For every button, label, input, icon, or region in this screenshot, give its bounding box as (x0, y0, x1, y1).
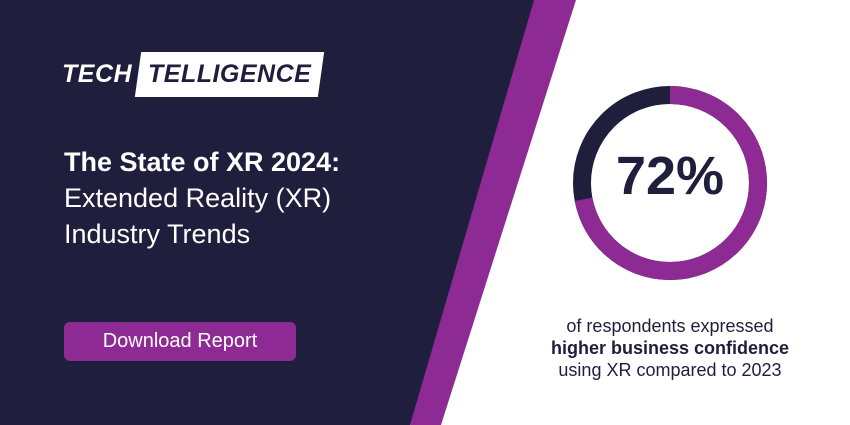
purple-diagonal-stripe (410, 0, 576, 425)
donut-progress-arc (573, 86, 767, 280)
logo-text-tech: TECH (62, 60, 133, 88)
caption-line-3: using XR compared to 2023 (558, 360, 782, 380)
title-line-1: The State of XR 2024: (64, 147, 341, 177)
download-report-button[interactable]: Download Report (64, 322, 296, 361)
title-line-3: Industry Trends (64, 219, 251, 249)
caption-line-2: higher business confidence (550, 338, 790, 358)
stat-caption: of respondents expressed higher business… (470, 315, 850, 381)
navy-panel (0, 0, 552, 425)
report-title: The State of XR 2024: Extended Reality (… (64, 144, 340, 252)
stat-percentage: 72% (615, 146, 725, 206)
title-line-2: Extended Reality (XR) (64, 183, 332, 213)
techtelligence-logo: TECH TELLIGENCE (62, 52, 325, 97)
caption-line-1: of respondents expressed (566, 316, 774, 336)
